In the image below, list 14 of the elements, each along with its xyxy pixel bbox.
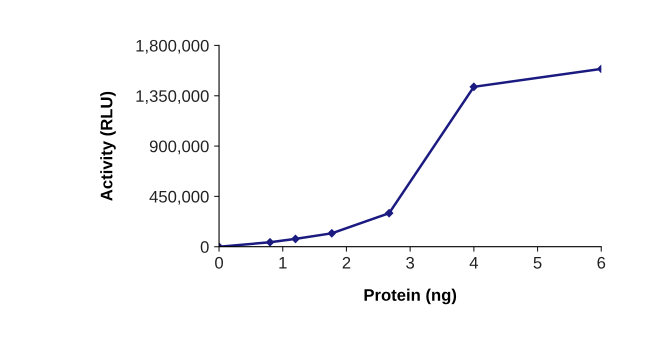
x-tick-label: 0 (215, 256, 224, 269)
x-tick-label: 6 (597, 256, 606, 269)
x-tick-label: 1 (279, 257, 287, 269)
y-tick-label: 0 (200, 241, 209, 253)
x-tick-label: 2 (342, 256, 350, 269)
y-axis-title: Activity (RLU) (100, 92, 116, 201)
y-tick-label: 1,350,000 (136, 90, 209, 104)
x-tick-label: 3 (406, 256, 414, 269)
x-axis-title: Protein (ng) (364, 288, 456, 304)
x-tick-label: 4 (470, 257, 478, 269)
y-tick-label: 1,800,000 (136, 40, 209, 54)
y-tick-label: 450,000 (149, 190, 209, 205)
x-tick-label: 5 (534, 257, 542, 269)
y-tick-label: 900,000 (150, 140, 209, 154)
